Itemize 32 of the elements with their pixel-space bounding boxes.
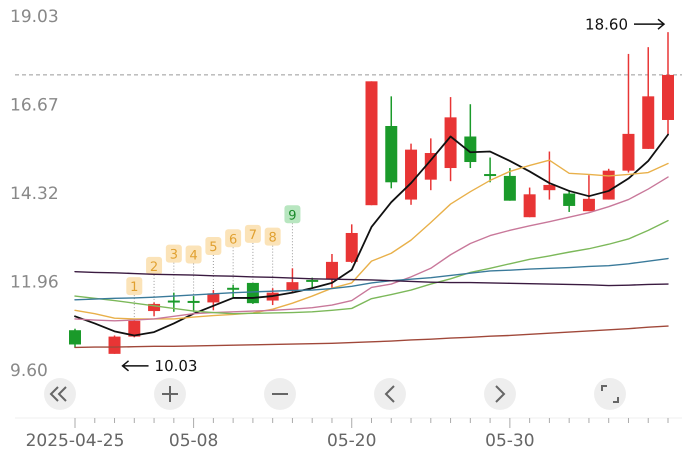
candlestick (108, 334, 121, 355)
candlestick (563, 189, 576, 213)
candlestick (484, 156, 496, 184)
candlestick (69, 328, 81, 348)
text: 6 (228, 232, 238, 248)
y-tick-label: 14.32 (10, 184, 59, 204)
text: 2 (150, 260, 158, 275)
line-series (74, 134, 669, 336)
text: 3 (170, 248, 178, 263)
text: 8 (268, 230, 277, 246)
x-tick-label: 05-30 (485, 431, 535, 451)
candlestick (524, 186, 536, 218)
candlestick (582, 174, 595, 212)
x-tick-label: 05-08 (168, 431, 218, 451)
text: 1 (130, 280, 138, 296)
y-tick-label: 9.60 (10, 360, 48, 381)
text: 4 (189, 248, 198, 264)
line-series (74, 220, 669, 314)
text: 5 (209, 240, 218, 256)
text: 7 (248, 228, 258, 243)
x-tick-label: 2025-04-25 (26, 431, 124, 451)
x-tick-label: 05-20 (327, 431, 376, 451)
candlestick (306, 276, 318, 288)
annotation: 18.60 (585, 15, 628, 34)
y-tick-label: 19.03 (10, 6, 59, 27)
y-tick-label: 16.67 (10, 96, 59, 116)
line-series (74, 325, 669, 348)
annotation: 10.03 (154, 357, 198, 376)
y-tick-label: 11.96 (10, 272, 59, 292)
text: 9 (288, 208, 297, 224)
candlestick (326, 253, 338, 289)
candlestick (543, 150, 556, 200)
